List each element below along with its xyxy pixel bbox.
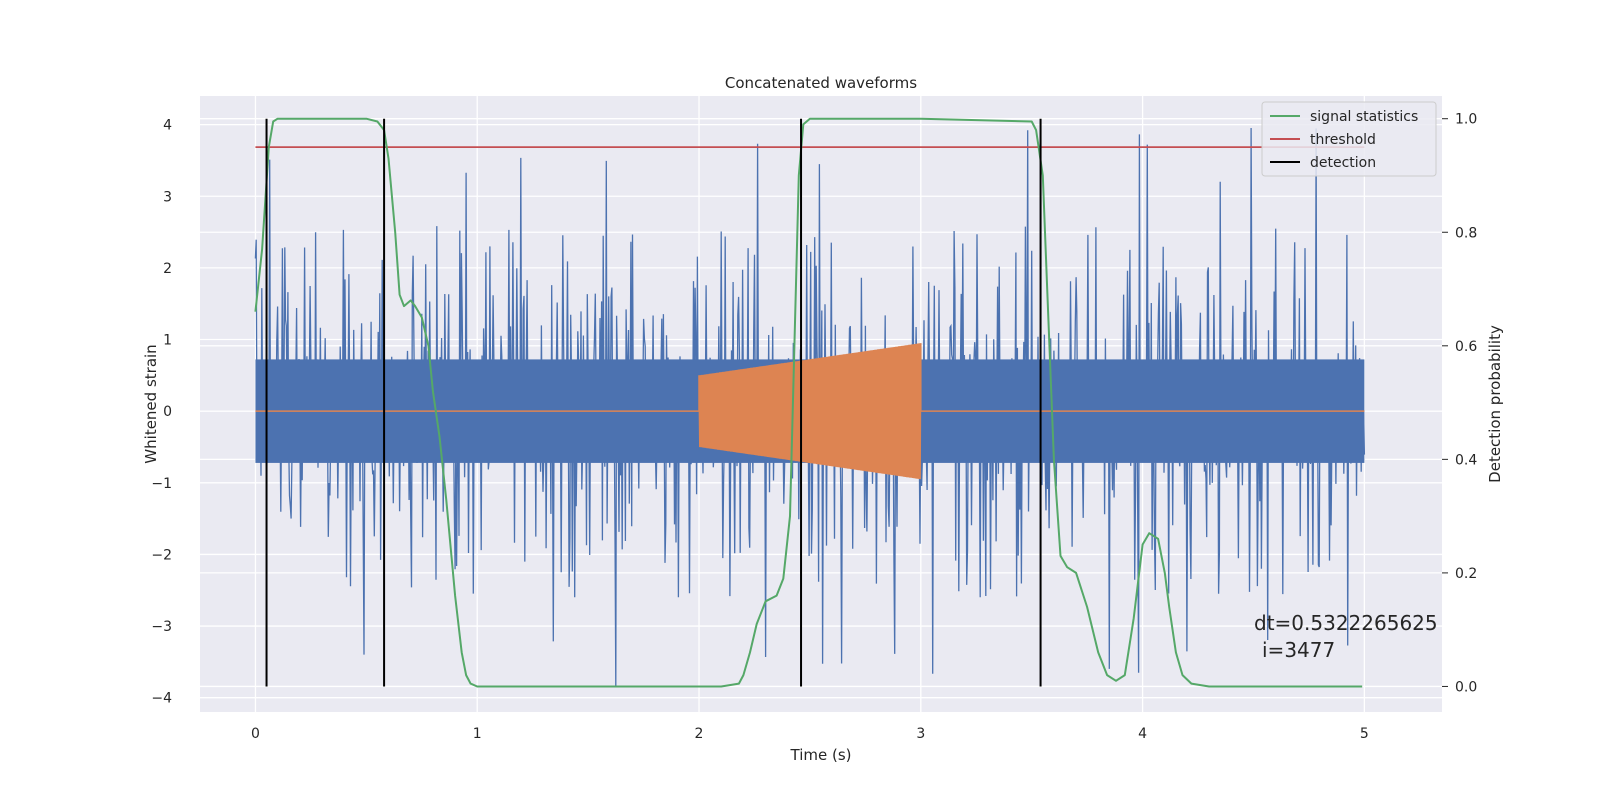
signal-statistics-line bbox=[254, 117, 1363, 688]
x-axis-label: Time (s) bbox=[790, 746, 852, 764]
x-tick-label: 1 bbox=[473, 726, 482, 742]
y2-axis-label: Detection probability bbox=[1486, 325, 1504, 483]
y2-tick-label: 0.6 bbox=[1455, 339, 1477, 355]
x-tick-label: 5 bbox=[1360, 726, 1369, 742]
annotation-dt: dt=0.5322265625 bbox=[1254, 611, 1438, 635]
y-axis-label: Whitened strain bbox=[142, 344, 160, 463]
y-tick-label: 3 bbox=[163, 189, 172, 205]
legend-label-signal-statistics: signal statistics bbox=[1310, 109, 1418, 125]
x-tick-label: 2 bbox=[695, 726, 704, 742]
y2-tick-label: 0.2 bbox=[1455, 566, 1477, 582]
annotation: dt=0.5322265625 i=3477 bbox=[1254, 611, 1438, 662]
x-tick-label: 4 bbox=[1138, 726, 1147, 742]
y2-tick-label: 0.8 bbox=[1455, 225, 1477, 241]
y-tick-label: −3 bbox=[151, 619, 172, 635]
y-tick-label: 4 bbox=[163, 118, 172, 134]
y-tick-label: −1 bbox=[151, 476, 172, 492]
y2-tick-label: 1.0 bbox=[1455, 112, 1477, 128]
y-tick-label: −2 bbox=[151, 547, 172, 563]
plot-data bbox=[254, 117, 1366, 688]
tick-labels: 0 1 2 3 4 5 −4 −3 −2 −1 0 1 2 3 4 0.0 0.2 0.4 0.6 0.8 1.0 bbox=[151, 112, 1477, 742]
injection-series-line bbox=[255, 343, 1365, 480]
y2-tick-label: 0.0 bbox=[1455, 679, 1477, 695]
y-tick-label: 1 bbox=[163, 333, 172, 349]
y-tick-label: 0 bbox=[163, 404, 172, 420]
legend-label-threshold: threshold bbox=[1310, 132, 1376, 148]
annotation-i: i=3477 bbox=[1262, 638, 1335, 662]
x-tick-label: 0 bbox=[251, 726, 260, 742]
y-tick-label: −4 bbox=[151, 691, 172, 707]
x-tick-label: 3 bbox=[916, 726, 925, 742]
legend-label-detection: detection bbox=[1310, 155, 1376, 171]
y2-tick-label: 0.4 bbox=[1455, 452, 1477, 468]
chart-title: Concatenated waveforms bbox=[725, 74, 917, 92]
legend: signal statistics threshold detection bbox=[1261, 101, 1437, 177]
y-tick-label: 2 bbox=[163, 261, 172, 277]
legend-box bbox=[1261, 101, 1437, 177]
